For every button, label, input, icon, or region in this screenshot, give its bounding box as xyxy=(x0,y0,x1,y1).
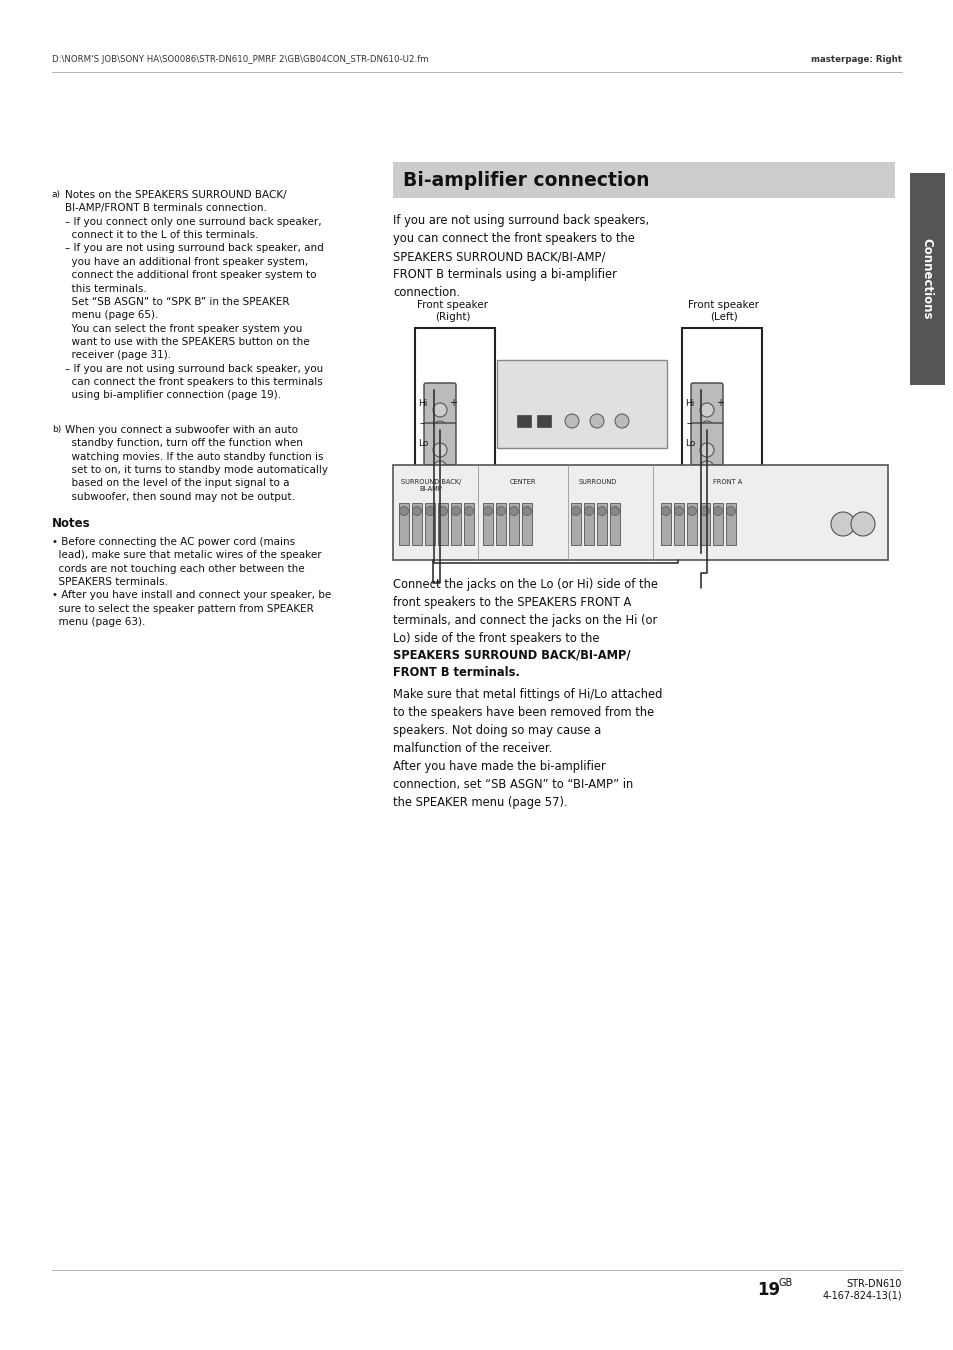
Circle shape xyxy=(564,414,578,428)
Text: Lo: Lo xyxy=(684,439,695,447)
Bar xyxy=(537,414,551,427)
Bar xyxy=(415,328,495,533)
Bar xyxy=(597,504,606,545)
Text: a): a) xyxy=(52,190,61,198)
Circle shape xyxy=(700,443,713,458)
Text: 4-167-824-13(1): 4-167-824-13(1) xyxy=(821,1291,901,1301)
Bar xyxy=(583,504,594,545)
Bar xyxy=(451,504,460,545)
Circle shape xyxy=(700,460,713,475)
Bar xyxy=(424,504,435,545)
Circle shape xyxy=(509,506,518,516)
Circle shape xyxy=(700,506,709,516)
Bar xyxy=(463,504,474,545)
Text: Notes on the SPEAKERS SURROUND BACK/
BI-AMP/FRONT B terminals connection.
– If y: Notes on the SPEAKERS SURROUND BACK/ BI-… xyxy=(65,190,323,401)
Circle shape xyxy=(610,506,618,516)
Text: If you are not using surround back speakers,
you can connect the front speakers : If you are not using surround back speak… xyxy=(393,215,648,298)
Bar xyxy=(393,464,887,560)
FancyBboxPatch shape xyxy=(690,423,722,464)
Text: GB: GB xyxy=(779,1278,792,1288)
Text: Hi: Hi xyxy=(417,398,427,408)
Text: –: – xyxy=(419,418,424,428)
Text: FRONT A: FRONT A xyxy=(713,479,741,485)
Circle shape xyxy=(496,506,505,516)
Bar xyxy=(509,504,518,545)
FancyBboxPatch shape xyxy=(690,383,722,425)
Text: Front speaker
(Right): Front speaker (Right) xyxy=(417,300,488,321)
Bar xyxy=(482,504,493,545)
Bar xyxy=(412,504,421,545)
Circle shape xyxy=(589,414,603,428)
Text: • Before connecting the AC power cord (mains
  lead), make sure that metalic wir: • Before connecting the AC power cord (m… xyxy=(52,537,331,628)
Bar xyxy=(673,504,683,545)
Circle shape xyxy=(433,443,447,458)
Circle shape xyxy=(713,506,721,516)
FancyBboxPatch shape xyxy=(423,423,456,464)
Circle shape xyxy=(464,506,473,516)
Circle shape xyxy=(483,506,492,516)
Circle shape xyxy=(726,506,735,516)
Bar xyxy=(660,504,670,545)
Text: CENTER: CENTER xyxy=(509,479,536,485)
Circle shape xyxy=(399,506,408,516)
Text: –: – xyxy=(686,418,691,428)
Text: D:\NORM'S JOB\SONY HA\SO0086\STR-DN610_PMRF 2\GB\GB04CON_STR-DN610-U2.fm: D:\NORM'S JOB\SONY HA\SO0086\STR-DN610_P… xyxy=(52,55,428,65)
FancyBboxPatch shape xyxy=(423,383,456,425)
Circle shape xyxy=(433,404,447,417)
Bar xyxy=(437,504,448,545)
Bar xyxy=(398,504,409,545)
Text: +: + xyxy=(449,398,456,408)
Text: Notes: Notes xyxy=(52,517,91,531)
Bar xyxy=(725,504,735,545)
Text: b): b) xyxy=(52,425,61,433)
Text: Connect the jacks on the Lo (or Hi) side of the
front speakers to the SPEAKERS F: Connect the jacks on the Lo (or Hi) side… xyxy=(393,578,658,645)
Circle shape xyxy=(438,506,447,516)
Circle shape xyxy=(850,512,874,536)
Text: +: + xyxy=(716,398,723,408)
Circle shape xyxy=(451,506,460,516)
Bar xyxy=(496,504,505,545)
Bar xyxy=(517,414,531,427)
Text: SURROUND: SURROUND xyxy=(578,479,617,485)
Circle shape xyxy=(830,512,854,536)
Circle shape xyxy=(571,506,579,516)
Circle shape xyxy=(597,506,606,516)
Bar xyxy=(609,504,619,545)
Bar xyxy=(686,504,697,545)
Bar xyxy=(571,504,580,545)
Circle shape xyxy=(433,421,447,435)
FancyBboxPatch shape xyxy=(393,162,894,198)
Circle shape xyxy=(433,460,447,475)
Text: Lo: Lo xyxy=(417,439,428,447)
Bar xyxy=(712,504,722,545)
Text: Connections: Connections xyxy=(920,238,933,320)
Text: Hi: Hi xyxy=(684,398,694,408)
Text: STR-DN610: STR-DN610 xyxy=(845,1278,901,1289)
Text: SURROUND BACK/
BI-AMP: SURROUND BACK/ BI-AMP xyxy=(400,479,460,491)
Circle shape xyxy=(425,506,434,516)
Text: masterpage: Right: masterpage: Right xyxy=(810,55,901,65)
Text: Make sure that metal fittings of Hi/Lo attached
to the speakers have been remove: Make sure that metal fittings of Hi/Lo a… xyxy=(393,688,661,809)
Text: Bi-amplifier connection: Bi-amplifier connection xyxy=(402,170,649,189)
Circle shape xyxy=(700,421,713,435)
Text: When you connect a subwoofer with an auto
  standby function, turn off the funct: When you connect a subwoofer with an aut… xyxy=(65,425,328,502)
Text: 19: 19 xyxy=(757,1281,780,1299)
Circle shape xyxy=(584,506,593,516)
Bar xyxy=(700,504,709,545)
Circle shape xyxy=(687,506,696,516)
Bar xyxy=(497,360,666,448)
Circle shape xyxy=(615,414,628,428)
FancyBboxPatch shape xyxy=(909,173,944,385)
Circle shape xyxy=(674,506,682,516)
Text: SPEAKERS SURROUND BACK/BI-AMP/
FRONT B terminals.: SPEAKERS SURROUND BACK/BI-AMP/ FRONT B t… xyxy=(393,648,630,679)
Circle shape xyxy=(412,506,421,516)
Bar xyxy=(521,504,532,545)
Circle shape xyxy=(660,506,670,516)
Bar xyxy=(681,328,761,533)
Circle shape xyxy=(522,506,531,516)
Text: Front speaker
(Left): Front speaker (Left) xyxy=(688,300,759,321)
Circle shape xyxy=(700,404,713,417)
